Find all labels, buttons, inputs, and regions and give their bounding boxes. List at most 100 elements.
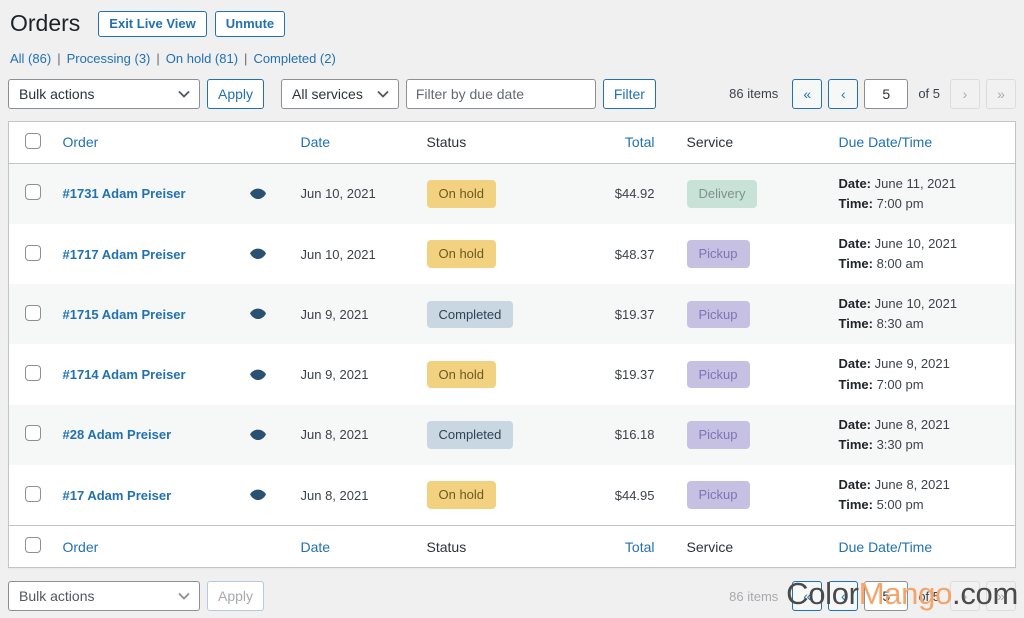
column-header-due[interactable]: Due Date/Time <box>838 134 933 151</box>
view-filters: All (86) | Processing (3) | On hold (81) | Com… <box>10 51 1016 66</box>
bulk-actions-select[interactable]: Bulk actions <box>8 78 200 109</box>
preview-eye-icon[interactable] <box>249 489 267 501</box>
preview-eye-icon[interactable] <box>249 188 267 200</box>
due-time-line: Time: 5:00 pm <box>838 497 924 513</box>
column-footer-status: Status <box>426 538 467 555</box>
order-date: Jun 8, 2021 <box>300 427 369 443</box>
next-page-button-bottom[interactable]: › <box>950 581 980 612</box>
column-footer-total[interactable]: Total <box>624 538 655 555</box>
view-filter-completed[interactable]: Completed (2) <box>253 50 336 66</box>
exit-live-view-button[interactable]: Exit Live View <box>98 10 207 37</box>
row-checkbox[interactable] <box>25 425 41 442</box>
view-filter-on-hold[interactable]: On hold (81) <box>165 50 239 66</box>
order-row: #1731 Adam Preiser Jun 10, 2021 On hold … <box>8 163 1016 224</box>
view-separator: | <box>244 50 248 66</box>
order-link[interactable]: #1717 Adam Preiser <box>62 246 186 262</box>
service-badge: Pickup <box>686 481 750 509</box>
bulk-actions-select-bottom[interactable]: Bulk actions <box>8 581 200 612</box>
column-header-date[interactable]: Date <box>300 134 331 151</box>
status-badge: On hold <box>426 360 497 389</box>
order-total: $44.95 <box>614 487 655 503</box>
column-header-order[interactable]: Order <box>62 134 99 151</box>
current-page-input-bottom[interactable] <box>864 581 909 612</box>
row-checkbox[interactable] <box>25 304 41 321</box>
due-date-line: Date: June 9, 2021 <box>838 356 950 372</box>
due-date-line: Date: June 10, 2021 <box>838 296 958 312</box>
service-badge: Pickup <box>686 421 750 449</box>
select-all-checkbox-bottom[interactable] <box>25 537 41 554</box>
order-row: #28 Adam Preiser Jun 8, 2021 Completed $… <box>8 404 1016 465</box>
column-footer-order[interactable]: Order <box>62 538 99 555</box>
chevron-down-icon <box>178 592 190 601</box>
due-date-line: Date: June 10, 2021 <box>838 235 958 251</box>
column-footer-due[interactable]: Due Date/Time <box>838 538 933 555</box>
service-badge: Delivery <box>686 179 758 208</box>
chevron-down-icon <box>178 90 190 98</box>
order-row: #17 Adam Preiser Jun 8, 2021 On hold $44… <box>9 465 1016 526</box>
table-header-row: Order Date Status Total Service Due Date… <box>9 121 1016 163</box>
order-link[interactable]: #1715 Adam Preiser <box>62 306 186 322</box>
preview-eye-icon[interactable] <box>249 308 267 320</box>
order-total: $16.18 <box>614 427 655 443</box>
order-date: Jun 9, 2021 <box>300 306 369 322</box>
bottom-toolbar: Bulk actions Apply 86 items « ‹ of 5 › » <box>8 581 1016 612</box>
filter-button[interactable]: Filter <box>602 78 656 109</box>
prev-page-button[interactable]: ‹ <box>828 78 859 109</box>
prev-page-button-bottom[interactable]: ‹ <box>828 581 859 612</box>
service-badge: Pickup <box>686 300 750 329</box>
preview-eye-icon[interactable] <box>249 429 267 441</box>
row-checkbox[interactable] <box>25 365 41 382</box>
order-date: Jun 10, 2021 <box>300 186 376 202</box>
status-badge: Completed <box>426 300 514 329</box>
row-checkbox[interactable] <box>25 244 41 261</box>
apply-button-bottom[interactable]: Apply <box>207 581 265 612</box>
preview-eye-icon[interactable] <box>249 248 267 260</box>
top-pagination: 86 items « ‹ of 5 › » <box>729 78 1016 109</box>
view-separator: | <box>57 50 61 66</box>
first-page-button-bottom[interactable]: « <box>792 581 823 612</box>
due-time-line: Time: 3:30 pm <box>838 436 924 452</box>
bulk-actions-selected-value: Bulk actions <box>19 85 95 102</box>
order-date: Jun 9, 2021 <box>300 367 369 383</box>
order-link[interactable]: #28 Adam Preiser <box>62 427 172 443</box>
order-date: Jun 8, 2021 <box>300 487 369 503</box>
services-filter-select[interactable]: All services <box>281 78 399 109</box>
total-pages-label-bottom: of 5 <box>918 588 940 604</box>
next-page-button[interactable]: › <box>950 78 980 109</box>
order-link[interactable]: #1731 Adam Preiser <box>62 186 186 202</box>
row-checkbox[interactable] <box>25 485 41 502</box>
view-filter-all[interactable]: All (86) <box>10 50 52 66</box>
items-count-bottom: 86 items <box>729 588 779 604</box>
column-header-total[interactable]: Total <box>624 134 655 151</box>
order-total: $19.37 <box>614 367 655 383</box>
unmute-button[interactable]: Unmute <box>214 10 286 37</box>
select-all-checkbox[interactable] <box>25 132 41 149</box>
order-link[interactable]: #1714 Adam Preiser <box>62 367 186 383</box>
due-date-filter-input[interactable] <box>405 78 596 109</box>
current-page-input[interactable] <box>864 78 909 109</box>
due-date-line: Date: June 8, 2021 <box>838 416 950 432</box>
first-page-button[interactable]: « <box>792 78 823 109</box>
due-date-line: Date: June 8, 2021 <box>838 477 950 492</box>
row-checkbox[interactable] <box>25 184 41 201</box>
due-time-line: Time: 8:00 am <box>838 256 924 272</box>
service-badge: Pickup <box>686 360 750 389</box>
order-total: $44.92 <box>614 186 655 202</box>
status-badge: Completed <box>426 421 514 449</box>
apply-button[interactable]: Apply <box>207 78 265 109</box>
order-row: #1717 Adam Preiser Jun 10, 2021 On hold … <box>9 224 1016 284</box>
preview-eye-icon[interactable] <box>249 369 267 381</box>
due-time-line: Time: 7:00 pm <box>838 376 924 392</box>
last-page-button[interactable]: » <box>986 78 1016 109</box>
order-link[interactable]: #17 Adam Preiser <box>62 487 172 503</box>
order-row: #1715 Adam Preiser Jun 9, 2021 Completed… <box>8 284 1016 345</box>
column-header-service: Service <box>686 134 734 151</box>
status-badge: On hold <box>426 481 497 509</box>
view-filter-processing[interactable]: Processing (3) <box>66 50 151 66</box>
last-page-button-bottom[interactable]: » <box>986 581 1016 612</box>
table-footer-header-row: Order Date Status Total Service Due Date… <box>9 526 1016 568</box>
status-badge: On hold <box>426 179 497 208</box>
view-separator: | <box>156 50 160 66</box>
column-footer-date[interactable]: Date <box>300 538 331 555</box>
